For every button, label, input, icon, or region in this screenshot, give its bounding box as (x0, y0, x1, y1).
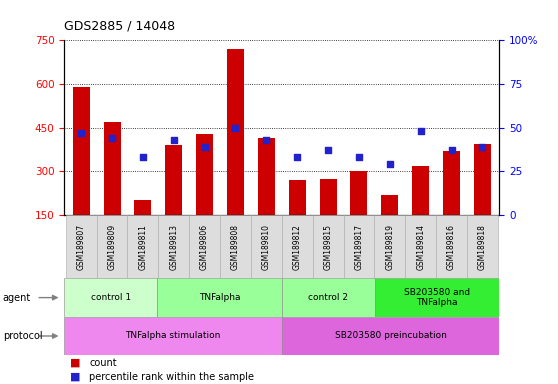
Point (324, 147, 333, 154)
Bar (374, 215, 405, 278)
Bar (64, 278, 157, 317)
Point (416, 128, 425, 134)
Text: GSM189815: GSM189815 (324, 224, 333, 270)
Point (108, 135, 117, 141)
Bar (104, 122, 121, 215)
Point (447, 147, 456, 154)
Bar (64, 317, 282, 355)
Point (478, 144, 487, 150)
Point (200, 144, 209, 150)
Bar (436, 215, 467, 278)
Text: GSM189819: GSM189819 (386, 224, 395, 270)
Bar (227, 49, 244, 215)
Text: TNFalpha stimulation: TNFalpha stimulation (126, 331, 220, 341)
Bar (350, 171, 368, 215)
Text: count: count (89, 358, 117, 368)
Text: percentile rank within the sample: percentile rank within the sample (89, 372, 254, 382)
Text: ■: ■ (70, 358, 80, 368)
Text: GDS2885 / 14048: GDS2885 / 14048 (64, 19, 175, 32)
Text: GSM189816: GSM189816 (447, 224, 456, 270)
Bar (157, 278, 282, 317)
Bar (474, 144, 491, 215)
Text: ■: ■ (70, 372, 80, 382)
Point (262, 137, 271, 143)
Bar (443, 151, 460, 215)
Bar (405, 215, 436, 278)
Point (231, 124, 240, 131)
Bar (412, 166, 429, 215)
Bar (220, 215, 251, 278)
Bar (73, 87, 90, 215)
Text: SB203580 preincubation: SB203580 preincubation (335, 331, 446, 341)
Bar (467, 215, 498, 278)
Text: control 1: control 1 (91, 293, 131, 302)
Bar (282, 317, 499, 355)
Bar (165, 145, 182, 215)
Text: GSM189810: GSM189810 (262, 224, 271, 270)
Bar (282, 278, 375, 317)
Bar (282, 215, 312, 278)
Text: GSM189814: GSM189814 (416, 224, 425, 270)
Bar (312, 215, 344, 278)
Bar (381, 195, 398, 215)
Bar (134, 200, 151, 215)
Text: GSM189817: GSM189817 (354, 224, 363, 270)
Text: GSM189809: GSM189809 (108, 223, 117, 270)
Bar (320, 179, 336, 215)
Point (386, 161, 395, 167)
Bar (375, 278, 499, 317)
Bar (189, 215, 220, 278)
Text: GSM189806: GSM189806 (200, 223, 209, 270)
Text: control 2: control 2 (309, 293, 348, 302)
Point (354, 154, 363, 161)
Bar (97, 215, 127, 278)
Text: TNFalpha: TNFalpha (199, 293, 240, 302)
Text: GSM189808: GSM189808 (231, 224, 240, 270)
Point (76, 130, 85, 136)
Point (169, 137, 178, 143)
Bar (344, 215, 374, 278)
Text: GSM189813: GSM189813 (169, 224, 178, 270)
Point (293, 154, 302, 161)
Bar (127, 215, 158, 278)
Bar (288, 180, 306, 215)
Point (138, 154, 147, 161)
Bar (196, 134, 213, 215)
Text: GSM189812: GSM189812 (293, 224, 302, 270)
Bar (251, 215, 282, 278)
Text: GSM189811: GSM189811 (138, 224, 147, 270)
Text: SB203580 and
TNFalpha: SB203580 and TNFalpha (404, 288, 470, 307)
Bar (66, 215, 97, 278)
Text: GSM189807: GSM189807 (76, 223, 85, 270)
Text: agent: agent (3, 293, 31, 303)
Bar (258, 138, 275, 215)
Bar (158, 215, 189, 278)
Text: GSM189818: GSM189818 (478, 224, 487, 270)
Text: protocol: protocol (3, 331, 42, 341)
